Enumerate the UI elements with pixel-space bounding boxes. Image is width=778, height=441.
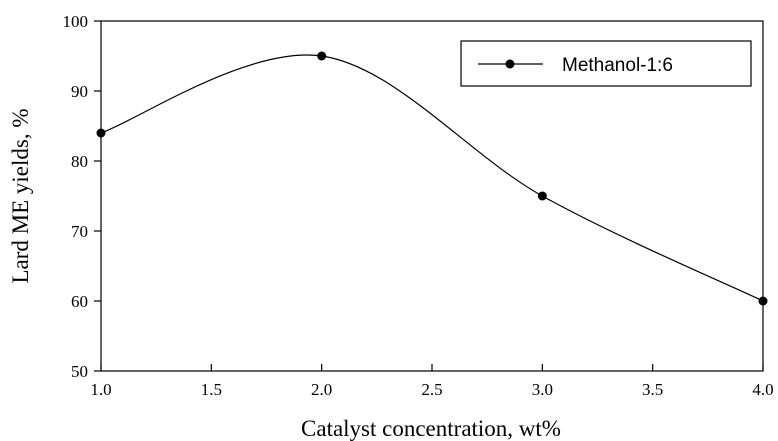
legend-marker xyxy=(505,59,515,69)
legend-label: Methanol-1:6 xyxy=(562,55,673,76)
y-tick-label: 90 xyxy=(71,82,88,101)
y-tick-label: 60 xyxy=(71,292,88,311)
x-tick-label: 1.0 xyxy=(90,380,111,399)
series-line xyxy=(100,54,764,302)
x-tick-label: 3.5 xyxy=(642,380,663,399)
x-tick-label: 1.5 xyxy=(201,380,222,399)
y-axis-ticks: 50 60 70 80 90 100 xyxy=(63,12,101,381)
x-axis-title: Catalyst concentration, wt% xyxy=(301,416,561,441)
x-tick-label: 4.0 xyxy=(752,380,773,399)
y-tick-label: 70 xyxy=(71,222,88,241)
x-tick-label: 3.0 xyxy=(532,380,553,399)
x-tick-label: 2.5 xyxy=(421,380,442,399)
series-layer xyxy=(96,51,768,306)
data-point xyxy=(317,51,327,61)
y-tick-label: 80 xyxy=(71,152,88,171)
y-axis-title: Lard ME yields, % xyxy=(8,108,33,283)
data-point xyxy=(96,128,106,138)
data-point xyxy=(758,296,768,306)
x-axis-ticks: 1.0 1.5 2.0 2.5 3.0 3.5 4.0 xyxy=(90,364,774,399)
legend: Methanol-1:6 xyxy=(460,40,752,87)
y-tick-label: 50 xyxy=(71,362,88,381)
x-tick-label: 2.0 xyxy=(311,380,332,399)
data-point xyxy=(537,191,547,201)
y-tick-label: 100 xyxy=(63,12,89,31)
